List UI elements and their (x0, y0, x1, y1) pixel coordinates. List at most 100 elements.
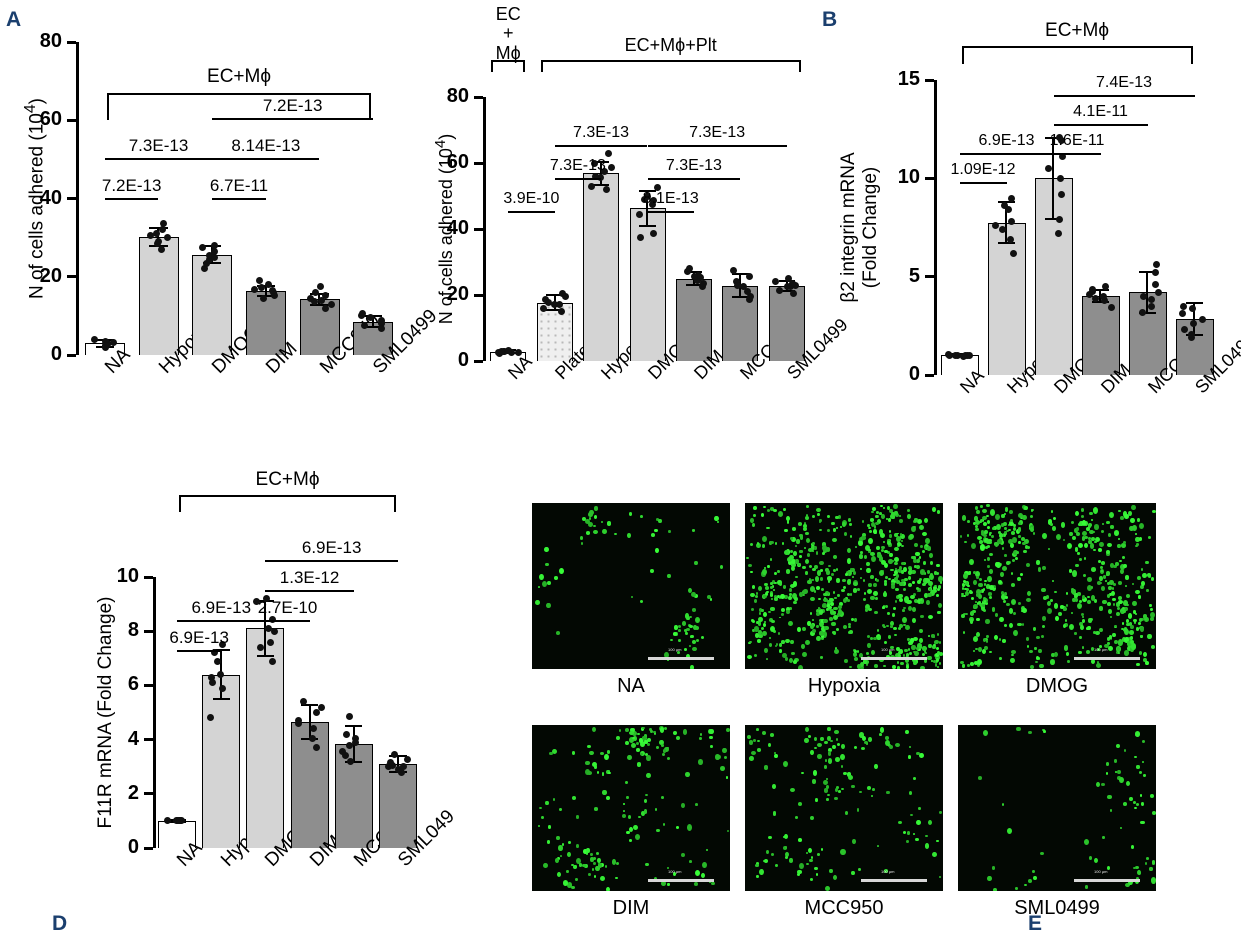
fluorescent-cell (627, 815, 631, 820)
fluorescent-cell (876, 579, 880, 582)
fluorescent-cell (1128, 510, 1133, 516)
fluorescent-cell (791, 536, 797, 542)
fluorescent-cell (768, 642, 773, 648)
fluorescent-cell (868, 608, 873, 612)
fluorescent-cell (545, 562, 549, 566)
fluorescent-cell (763, 859, 768, 864)
fluorescent-cell (593, 529, 598, 534)
fluorescent-cell (974, 505, 979, 510)
data-point (1004, 206, 1012, 214)
fluorescent-cell (1004, 526, 1007, 530)
fluorescent-cell (906, 653, 910, 658)
y-axis-title-line: F11R mRNA (Fold Change) (95, 596, 116, 829)
data-point (686, 265, 694, 273)
data-point (690, 273, 698, 281)
fluorescent-cell (862, 735, 867, 741)
data-point (394, 765, 402, 773)
fluorescent-cell (1053, 603, 1059, 609)
fluorescent-cell (1028, 731, 1032, 735)
fluorescent-cell (1004, 554, 1007, 557)
fluorescent-cell (650, 532, 656, 537)
fluorescent-cell (798, 555, 803, 559)
fluorescent-cell (537, 825, 540, 828)
fluorescent-cell (1125, 780, 1130, 787)
fluorescent-cell (902, 587, 907, 592)
fluorescent-cell (1093, 858, 1098, 864)
fluorescent-cell (1089, 530, 1094, 535)
fluorescent-cell (538, 806, 542, 810)
y-axis-tick-label: 10 (897, 166, 920, 189)
data-point (260, 294, 268, 302)
fluorescent-cell (1099, 581, 1102, 585)
fluorescent-cell (837, 515, 841, 520)
significance-line (265, 590, 354, 593)
fluorescent-cell (927, 592, 932, 597)
fluorescent-cell (878, 569, 884, 576)
fluorescent-cell (649, 568, 654, 573)
fluorescent-cell (1107, 637, 1111, 641)
fluorescent-cell (802, 566, 806, 570)
fluorescent-cell (859, 732, 865, 738)
fluorescent-cell (1118, 509, 1121, 513)
data-point (268, 286, 276, 294)
fluorescent-cell (1128, 630, 1134, 635)
fluorescent-cell (876, 844, 880, 848)
fluorescent-cell (884, 735, 890, 740)
fluorescent-cell (898, 623, 904, 629)
data-point (90, 335, 98, 343)
significance-label: 6.7E-11 (209, 176, 269, 195)
fluorescent-cell (773, 752, 776, 754)
fluorescent-cell (831, 631, 836, 635)
fluorescent-cell (1001, 523, 1005, 528)
fluorescent-cell (615, 862, 619, 866)
fluorescent-cell (983, 521, 988, 526)
fluorescent-cell (986, 564, 990, 569)
fluorescent-cell (661, 744, 664, 747)
fluorescent-cell (762, 594, 767, 599)
fluorescent-cell (915, 587, 920, 591)
fluorescent-cell (1151, 860, 1156, 865)
fluorescent-cell (884, 549, 888, 553)
fluorescent-cell (903, 596, 909, 603)
fluorescent-cell (584, 769, 590, 776)
fluorescent-cell (773, 629, 777, 634)
fluorescent-cell (1108, 645, 1113, 651)
fluorescent-cell (1076, 603, 1082, 610)
fluorescent-cell (1045, 595, 1049, 599)
significance-line (647, 145, 787, 148)
fluorescent-cell (754, 633, 759, 638)
fluorescent-cell (1132, 610, 1136, 615)
fluorescent-cell (973, 522, 976, 525)
fluorescent-cell (907, 648, 910, 651)
fluorescent-cell (797, 869, 802, 875)
fluorescent-cell (848, 630, 853, 634)
fluorescent-cell (917, 557, 920, 561)
fluorescent-cell (547, 825, 552, 829)
fluorescent-cell (1098, 645, 1102, 649)
fluorescent-cell (711, 881, 716, 886)
fluorescent-cell (835, 526, 839, 530)
data-point (743, 288, 751, 296)
fluorescent-cell (890, 646, 894, 650)
fluorescent-cell (631, 595, 634, 598)
y-axis-tick-label: 0 (127, 836, 139, 858)
fluorescent-cell (827, 758, 833, 765)
fluorescent-cell (1004, 596, 1008, 599)
fluorescent-cell (906, 831, 910, 835)
fluorescent-cell (1107, 601, 1112, 606)
fluorescent-cell (1093, 548, 1097, 552)
fluorescent-cell (996, 523, 1002, 531)
fluorescent-cell (846, 599, 851, 602)
fluorescent-cell (850, 567, 855, 573)
fluorescent-cell (791, 526, 797, 531)
fluorescent-cell (814, 746, 817, 749)
fluorescent-cell (1142, 614, 1148, 619)
fluorescent-cell (1075, 563, 1080, 568)
data-point (1008, 194, 1016, 202)
y-axis-tick-label: 40 (446, 217, 469, 239)
error-bar-dmog (639, 189, 656, 227)
fluorescent-cell (1019, 520, 1024, 526)
fluorescent-cell (1096, 648, 1100, 651)
fluorescent-cell (1121, 622, 1125, 626)
fluorescent-cell (629, 839, 632, 842)
